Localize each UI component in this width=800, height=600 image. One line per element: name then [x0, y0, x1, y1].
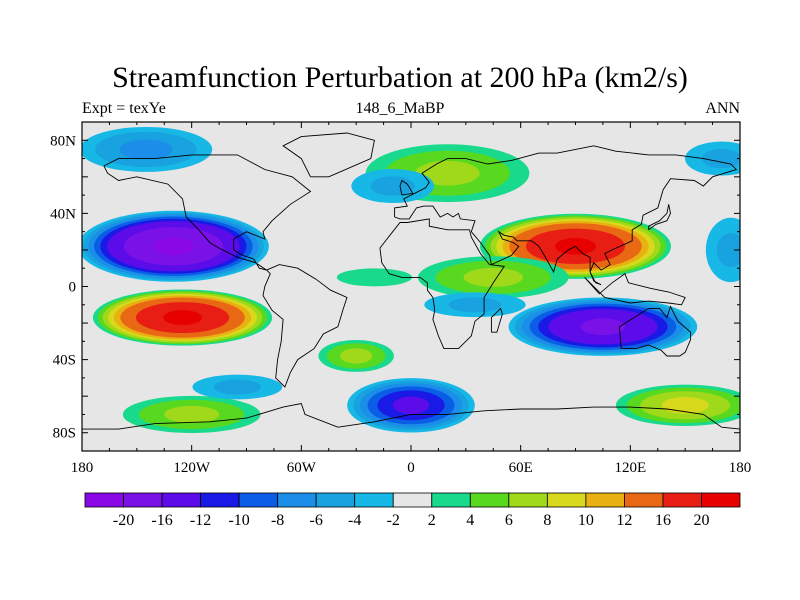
- coastline: [262, 264, 348, 388]
- colorbar-swatch: [392, 492, 433, 508]
- contour-band: [661, 396, 709, 414]
- contour-band: [448, 297, 502, 313]
- coastline: [282, 132, 375, 178]
- contour-band: [370, 176, 415, 196]
- contour-band: [164, 405, 220, 424]
- coastline: [399, 179, 414, 196]
- colorbar-swatch: [546, 492, 587, 508]
- colorbar-swatch: [277, 492, 317, 508]
- colorbar-swatch: [701, 492, 741, 508]
- x-tick-label: 0: [407, 460, 415, 476]
- contour-band: [213, 379, 261, 395]
- contour-band: [152, 237, 194, 256]
- coastline: [379, 218, 505, 350]
- x-tick-label: 120W: [173, 460, 211, 476]
- x-tick-label: 120E: [614, 460, 646, 476]
- colorbar-swatch: [624, 492, 664, 508]
- colorbar-swatch: [84, 492, 124, 508]
- colorbar-label: 2: [428, 512, 436, 529]
- y-tick-label: 0: [69, 280, 77, 296]
- coastline: [648, 204, 671, 231]
- colorbar-label: -8: [271, 512, 284, 529]
- colorbar-label: 12: [616, 512, 632, 529]
- colorbar-label: 16: [655, 512, 671, 529]
- coastline: [394, 145, 738, 286]
- y-tick-label: 80S: [53, 426, 76, 442]
- colorbar-label: 6: [505, 512, 513, 529]
- contour-band: [163, 310, 202, 326]
- colorbar-label: -4: [348, 512, 361, 529]
- colorbar-label: -2: [387, 512, 400, 529]
- contour-field: [82, 122, 740, 451]
- colorbar-label: -10: [228, 512, 249, 529]
- colorbar-swatch: [431, 492, 471, 508]
- x-tick-label: 180: [729, 460, 752, 476]
- continent-outlines: [82, 132, 740, 430]
- contour-band: [580, 318, 626, 336]
- colorbar-label: -6: [310, 512, 323, 529]
- experiment-label: Expt = texYe: [82, 100, 166, 117]
- x-axis: 180 120W 60W 0 60E 120E 180: [71, 122, 752, 476]
- coastline: [82, 402, 740, 430]
- contour-band: [339, 348, 373, 364]
- coastline: [103, 154, 312, 271]
- colorbar-label: 4: [466, 512, 474, 529]
- colorbar: -20 -16 -12 -10 -8 -6 -4 -2 2 4 6 8 10 12 16 20: [84, 492, 741, 529]
- season-label: ANN: [705, 100, 740, 117]
- contour-band: [119, 139, 173, 160]
- colorbar-label: 8: [543, 512, 551, 529]
- chart-title: Streamfunction Perturbation at 200 hPa (…: [112, 61, 688, 94]
- contour-band: [336, 268, 413, 287]
- colorbar-swatch: [238, 492, 279, 508]
- y-axis: 80N 40N 0 40S 80S: [50, 121, 740, 452]
- y-tick-label: 40S: [53, 353, 76, 369]
- y-tick-label: 40N: [50, 206, 76, 222]
- colorbar-swatch: [123, 492, 163, 508]
- coastline: [618, 305, 692, 357]
- colorbar-label: 10: [578, 512, 594, 529]
- colorbar-swatch: [469, 492, 510, 508]
- colorbar-label: -16: [151, 512, 172, 529]
- colorbar-swatch: [508, 492, 548, 508]
- contour-band: [392, 396, 430, 415]
- x-tick-label: 60W: [287, 460, 317, 476]
- colorbar-label: -20: [113, 512, 134, 529]
- colorbar-swatch: [585, 492, 625, 508]
- colorbar-swatch: [315, 492, 356, 508]
- contour-band: [716, 232, 740, 267]
- contour-band: [463, 267, 524, 287]
- x-tick-label: 180: [71, 460, 94, 476]
- coastline: [490, 307, 503, 333]
- colorbar-label: 20: [693, 512, 709, 529]
- case-label: 148_6_MaBP: [355, 100, 445, 117]
- y-tick-label: 80N: [50, 133, 76, 149]
- contour-band: [702, 148, 740, 169]
- colorbar-swatch: [200, 492, 240, 508]
- colorbar-swatch: [354, 492, 394, 508]
- colorbar-swatch: [662, 492, 702, 508]
- colorbar-swatch: [161, 492, 201, 508]
- x-tick-label: 60E: [509, 460, 533, 476]
- coastline: [584, 273, 686, 306]
- colorbar-label: -12: [190, 512, 211, 529]
